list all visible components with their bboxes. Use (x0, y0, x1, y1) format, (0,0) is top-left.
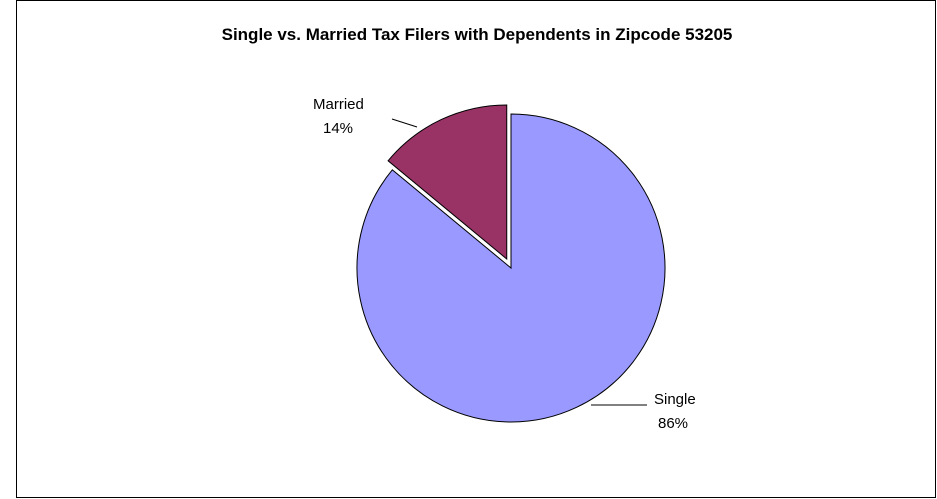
slice-label-married: Married (313, 96, 364, 113)
pie-slice-married (387, 104, 508, 261)
pie-chart: Married 14% Single 86% (313, 96, 696, 432)
slice-label-single: Single (654, 391, 696, 408)
pie-slice-single (356, 113, 666, 423)
chart-title: Single vs. Married Tax Filers with Depen… (221, 25, 733, 44)
leader-line-married (391, 118, 418, 128)
slice-value-married: 14% (323, 120, 353, 137)
slice-value-single: 86% (658, 415, 688, 432)
chart-frame: Single vs. Married Tax Filers with Depen… (16, 0, 936, 498)
